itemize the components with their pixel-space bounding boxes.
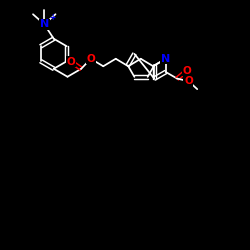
Text: O: O xyxy=(184,76,193,86)
Text: +: + xyxy=(49,13,56,22)
Text: O: O xyxy=(86,54,95,64)
Text: O: O xyxy=(67,57,76,67)
Text: O: O xyxy=(182,66,191,76)
Text: N: N xyxy=(161,54,170,64)
Text: N: N xyxy=(40,19,49,29)
